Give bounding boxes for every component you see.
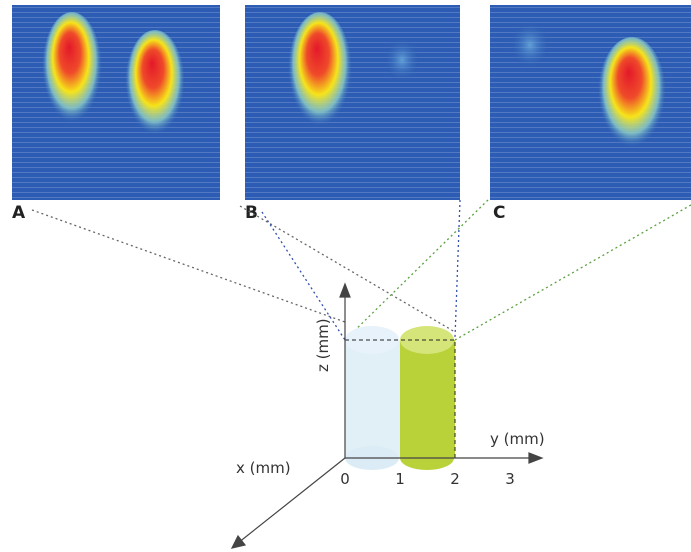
panel-label: B xyxy=(245,203,258,223)
rect-shape xyxy=(400,340,455,458)
ellipse-shape xyxy=(598,37,666,153)
polygon-shape xyxy=(232,536,245,548)
line-shape xyxy=(32,210,345,322)
ellipse-shape xyxy=(510,21,550,69)
rect-shape xyxy=(12,5,220,200)
z-axis-label: z (mm) xyxy=(314,318,332,372)
line-shape xyxy=(262,212,345,340)
panel-b xyxy=(245,5,460,200)
ellipse-shape xyxy=(125,30,185,140)
panel-a xyxy=(12,5,220,200)
rect-shape xyxy=(345,340,400,458)
y-ticks: 0 1 2 3 xyxy=(340,470,515,488)
y-tick-label: 3 xyxy=(505,470,515,488)
rect-shape xyxy=(245,5,460,200)
line-shape xyxy=(455,205,691,340)
figure: A B C z (mm) y (mm) x (mm) 0 1 2 3 xyxy=(0,0,691,552)
panel-label: C xyxy=(493,203,505,223)
line-shape xyxy=(455,200,460,338)
line-shape xyxy=(345,200,488,340)
y-tick-label: 0 xyxy=(340,470,350,488)
polygon-shape xyxy=(340,284,350,297)
y-tick-label: 2 xyxy=(450,470,460,488)
line-shape xyxy=(240,206,455,332)
ellipse-shape xyxy=(42,12,102,128)
cylinders xyxy=(345,326,455,470)
projection-lines xyxy=(32,200,691,340)
polygon-shape xyxy=(529,453,542,463)
x-axis-label: x (mm) xyxy=(236,459,291,477)
y-axis-label: y (mm) xyxy=(490,430,545,448)
panel-label: A xyxy=(12,203,26,223)
ellipse-shape xyxy=(288,12,352,132)
ellipse-shape xyxy=(384,38,420,82)
panel-c xyxy=(490,5,691,200)
y-tick-label: 1 xyxy=(395,470,405,488)
